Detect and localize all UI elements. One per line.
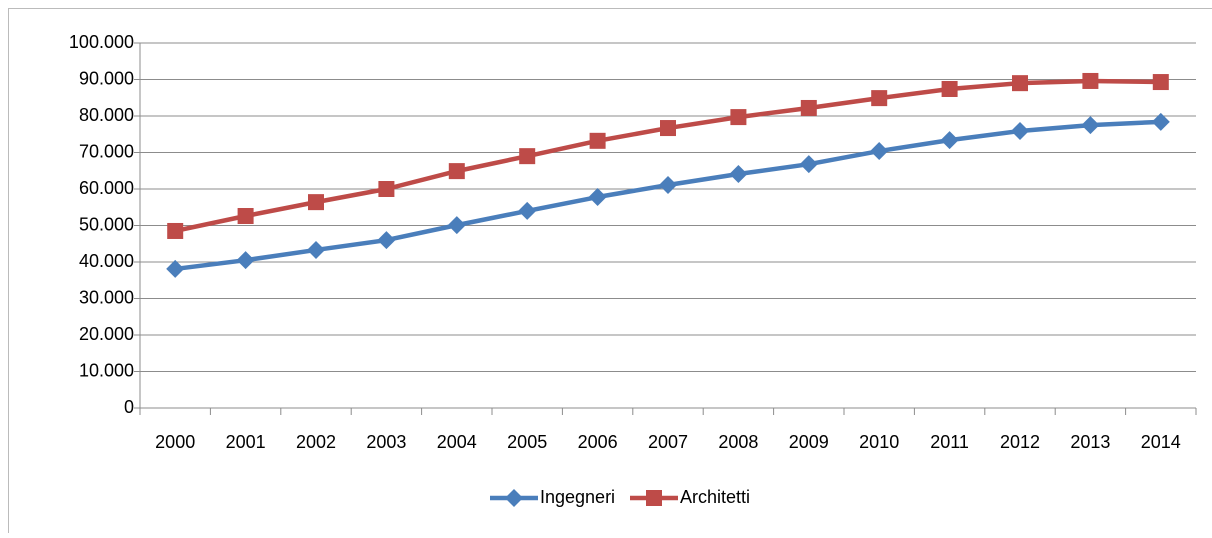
- x-tick-label: 2007: [648, 432, 688, 452]
- data-point: [448, 216, 466, 234]
- x-tick-label: 2005: [507, 432, 547, 452]
- data-point: [1012, 75, 1028, 91]
- x-tick-label: 2004: [437, 432, 477, 452]
- x-tick-label: 2009: [789, 432, 829, 452]
- x-tick-label: 2006: [578, 432, 618, 452]
- data-point: [307, 241, 325, 259]
- x-tick-label: 2013: [1070, 432, 1110, 452]
- data-point: [1153, 74, 1169, 90]
- data-point: [308, 194, 324, 210]
- data-point: [730, 109, 746, 125]
- y-tick-label: 60.000: [79, 178, 134, 198]
- chart-frame: [9, 9, 1212, 534]
- y-tick-label: 30.000: [79, 287, 134, 307]
- y-tick-label: 50.000: [79, 214, 134, 234]
- data-point: [237, 251, 255, 269]
- x-tick-label: 2002: [296, 432, 336, 452]
- data-point: [942, 81, 958, 97]
- x-tick-label: 2001: [226, 432, 266, 452]
- legend-marker: [646, 490, 662, 506]
- data-point: [377, 231, 395, 249]
- data-point: [518, 202, 536, 220]
- data-point: [800, 155, 818, 173]
- data-point: [1082, 73, 1098, 89]
- y-tick-label: 90.000: [79, 68, 134, 88]
- data-point: [1081, 116, 1099, 134]
- data-point: [519, 148, 535, 164]
- data-point: [589, 188, 607, 206]
- x-tick-label: 2014: [1141, 432, 1181, 452]
- y-tick-label: 40.000: [79, 251, 134, 271]
- legend-label: Architetti: [680, 487, 750, 507]
- data-point: [590, 133, 606, 149]
- data-point: [729, 165, 747, 183]
- y-tick-label: 70.000: [79, 141, 134, 161]
- data-point: [166, 260, 184, 278]
- data-point: [659, 176, 677, 194]
- data-point: [801, 100, 817, 116]
- y-tick-label: 100.000: [69, 32, 134, 52]
- data-point: [167, 223, 183, 239]
- data-point: [871, 90, 887, 106]
- y-tick-label: 80.000: [79, 105, 134, 125]
- x-tick-label: 2000: [155, 432, 195, 452]
- y-tick-label: 10.000: [79, 360, 134, 380]
- legend-marker: [505, 489, 523, 507]
- x-tick-label: 2008: [718, 432, 758, 452]
- data-point: [870, 142, 888, 160]
- data-point: [378, 181, 394, 197]
- data-point: [449, 163, 465, 179]
- legend-label: Ingegneri: [540, 487, 615, 507]
- data-point: [660, 120, 676, 136]
- x-tick-label: 2003: [366, 432, 406, 452]
- y-tick-label: 0: [124, 397, 134, 417]
- data-point: [238, 208, 254, 224]
- x-tick-label: 2012: [1000, 432, 1040, 452]
- x-tick-label: 2010: [859, 432, 899, 452]
- data-point: [941, 131, 959, 149]
- x-tick-label: 2011: [930, 432, 969, 452]
- data-point: [1011, 122, 1029, 140]
- y-tick-label: 20.000: [79, 324, 134, 344]
